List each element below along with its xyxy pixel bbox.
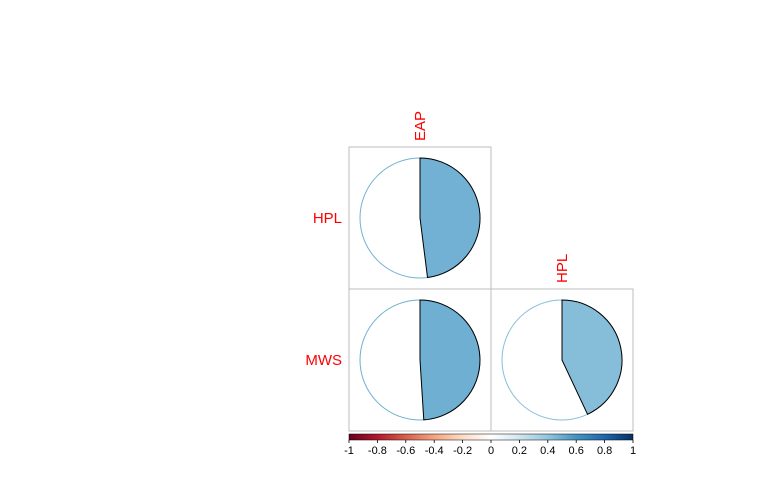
cell-mws-hpl (490, 288, 634, 432)
colorbar-tick-label: 1 (630, 445, 636, 457)
col-label: HPL (554, 254, 571, 283)
col-label: EAP (412, 111, 429, 141)
colorbar-tick-label: -0.4 (425, 445, 444, 457)
cell-border (490, 288, 634, 432)
pie-slice (419, 157, 481, 279)
cell-hpl-eap (348, 146, 492, 290)
labels-layer: EAP HPL HPL MWS (305, 111, 571, 369)
colorbar-tick-label: 0.6 (569, 445, 584, 457)
row-label: MWS (305, 352, 342, 369)
colorbar-tick-label: -0.2 (453, 445, 472, 457)
cells-layer (348, 146, 634, 432)
colorbar-tick-label: 0.8 (597, 445, 612, 457)
colorbar-tick-label: 0.2 (512, 445, 527, 457)
pie-slice (561, 299, 623, 415)
cell-mws-eap (348, 288, 492, 432)
colorbar-tick-label: 0.4 (540, 445, 555, 457)
colorbar-tick-label: -1 (344, 445, 354, 457)
colorbar-tick-label: 0 (488, 445, 494, 457)
pie-slice (419, 299, 481, 421)
colorbar-tick-label: -0.6 (396, 445, 415, 457)
colorbar-gradient (348, 433, 634, 441)
colorbar-tick-label: -0.8 (368, 445, 387, 457)
colorbar: -1 -0.8 -0.6 -0.4 -0.2 0 0.2 0.4 0.6 0.8 1 (344, 433, 636, 457)
row-label: HPL (313, 210, 342, 227)
